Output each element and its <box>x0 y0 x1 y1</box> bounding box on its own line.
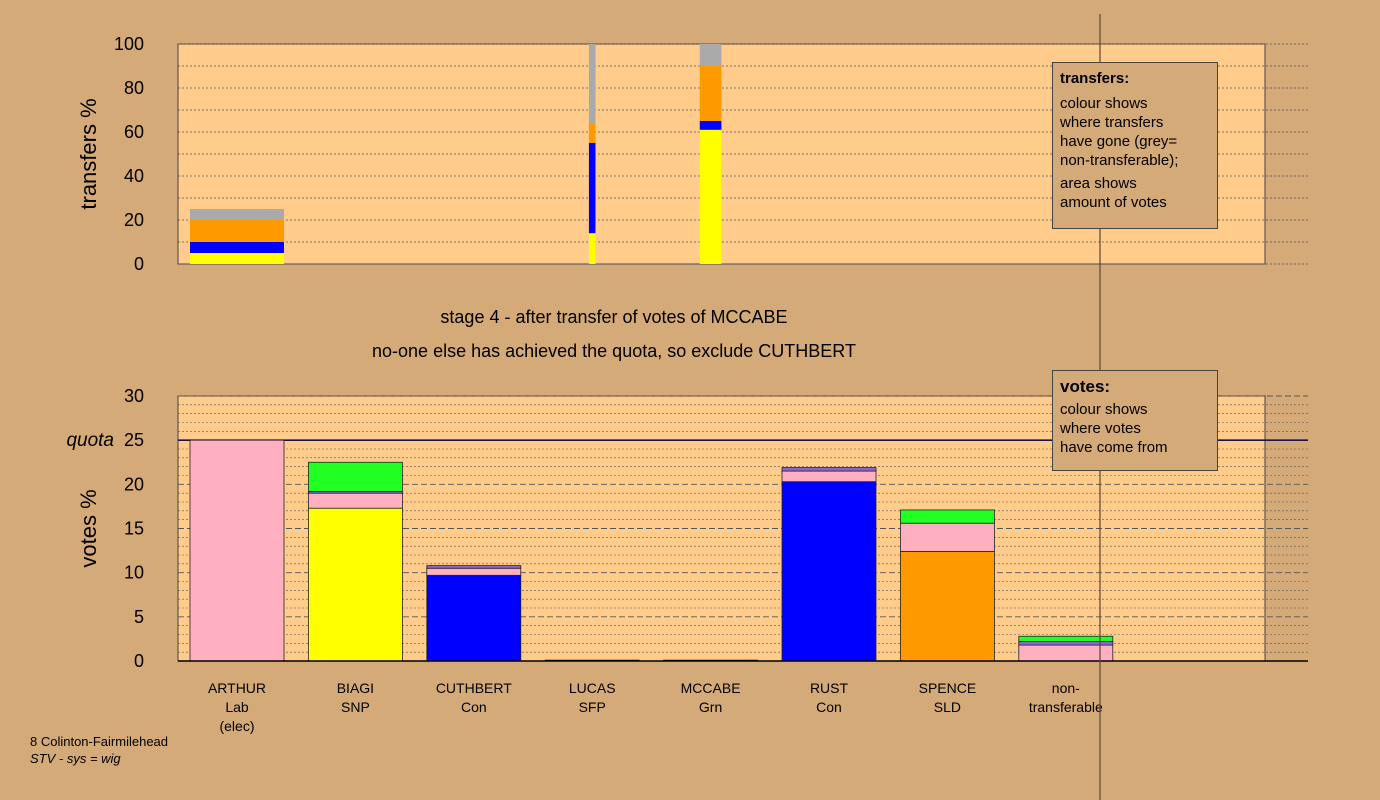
votes-bar-segment <box>307 507 403 662</box>
candidate-label: SLD <box>934 699 961 715</box>
votes-legend-title: votes: <box>1060 377 1111 396</box>
votes-bar-segment <box>426 565 522 569</box>
transfers-legend-title: transfers: <box>1060 70 1130 87</box>
candidate-label: MCCABE <box>681 680 741 696</box>
candidate-label: CUTHBERT <box>436 680 512 696</box>
transfers-bar-segment <box>588 44 596 124</box>
votes-tick-label: 15 <box>124 519 144 539</box>
votes-bar-segment <box>307 492 403 509</box>
votes-bar-segment <box>781 467 877 472</box>
quota-label: quota <box>66 430 114 451</box>
candidate-label: Con <box>461 699 487 715</box>
transfers-bar-segment <box>190 220 284 242</box>
votes-bar-segment <box>900 509 995 524</box>
transfers-tick-label: 60 <box>124 122 144 142</box>
candidate-label: ARTHUR <box>208 680 266 696</box>
votes-bar-segment <box>189 439 285 662</box>
votes-bar-segment <box>426 574 522 662</box>
candidate-label: Grn <box>699 699 722 715</box>
votes-tick-label: 0 <box>134 651 144 671</box>
transfers-bar-segment <box>190 209 284 220</box>
votes-bar-segment <box>426 567 522 576</box>
votes-bar-segment <box>900 551 995 662</box>
transfers-bar-segment <box>588 123 596 143</box>
votes-bar-segment <box>781 470 877 483</box>
stage-subtitle: no-one else has achieved the quota, so e… <box>372 341 856 361</box>
transfers-bar-segment <box>699 129 722 264</box>
votes-tick-label: 30 <box>124 386 144 406</box>
votes-chart: 0 5 10 15 20 25 30 quota ARTHUR Lab (elec) BIAGI SNP… <box>66 386 1308 734</box>
transfers-tick-label: 40 <box>124 166 144 186</box>
ward-name: 8 Colinton-Fairmilehead <box>30 734 169 749</box>
transfers-tick-label: 20 <box>124 210 144 230</box>
transfers-bar-segment <box>588 143 596 234</box>
transfers-tick-label: 100 <box>114 34 144 54</box>
candidate-label: SPENCE <box>919 680 977 696</box>
votes-bar-segment <box>781 481 877 662</box>
votes-bar-segment <box>1018 644 1114 662</box>
candidate-label: Lab <box>225 699 249 715</box>
candidate-label: non- <box>1052 680 1080 696</box>
votes-bar-segment <box>1018 635 1114 642</box>
system-label: STV - sys = wig <box>30 751 121 766</box>
candidate-label: LUCAS <box>569 680 616 696</box>
transfers-bar-segment <box>699 44 722 66</box>
transfers-bar-segment <box>699 66 722 121</box>
votes-tick-label: 25 <box>124 430 144 450</box>
votes-tick-label: 5 <box>134 607 144 627</box>
votes-axis-label: votes % <box>76 489 101 567</box>
votes-bar-segment <box>307 461 403 492</box>
transfers-axis-label: transfers % <box>76 98 101 209</box>
transfers-legend-line2: area shows amount of votes <box>1060 175 1167 211</box>
stage-title: stage 4 - after transfer of votes of MCC… <box>440 307 787 327</box>
candidate-label: (elec) <box>219 718 254 734</box>
candidate-label: transferable <box>1029 699 1103 715</box>
transfers-legend: transfers: colour shows where transfers … <box>1052 62 1218 229</box>
votes-legend-line1: colour shows where votes have come from <box>1060 401 1168 456</box>
footer: 8 Colinton-Fairmilehead STV - sys = wig <box>30 733 168 767</box>
transfers-tick-label: 80 <box>124 78 144 98</box>
transfers-bar-segment <box>190 253 284 264</box>
transfers-bar-segment <box>190 242 284 253</box>
votes-tick-label: 20 <box>124 474 144 494</box>
candidate-label: SNP <box>341 699 370 715</box>
transfers-tick-label: 0 <box>134 254 144 274</box>
candidate-label: Con <box>816 699 842 715</box>
candidate-label: RUST <box>810 680 849 696</box>
transfers-bar-segment <box>588 233 596 264</box>
transfers-legend-line1: colour shows where transfers have gone (… <box>1060 95 1179 169</box>
candidate-label: BIAGI <box>337 680 374 696</box>
votes-bar-segment <box>1018 641 1114 646</box>
votes-bar-segment <box>900 522 995 552</box>
votes-legend: votes: colour shows where votes have com… <box>1052 370 1218 471</box>
votes-tick-label: 10 <box>124 563 144 583</box>
transfers-bar-segment <box>699 121 722 130</box>
candidate-label: SFP <box>579 699 606 715</box>
